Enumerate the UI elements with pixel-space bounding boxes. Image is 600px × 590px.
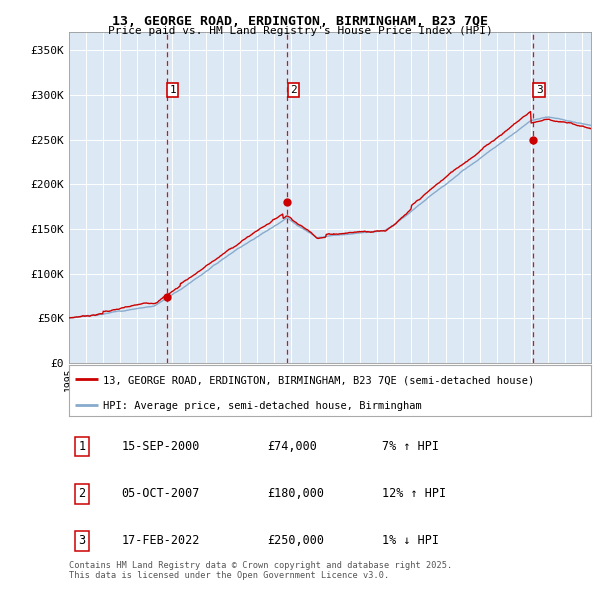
Text: 1: 1: [169, 85, 176, 95]
Text: HPI: Average price, semi-detached house, Birmingham: HPI: Average price, semi-detached house,…: [103, 401, 422, 411]
Text: 1: 1: [79, 440, 86, 453]
Text: 13, GEORGE ROAD, ERDINGTON, BIRMINGHAM, B23 7QE: 13, GEORGE ROAD, ERDINGTON, BIRMINGHAM, …: [112, 15, 488, 28]
Text: Price paid vs. HM Land Registry's House Price Index (HPI): Price paid vs. HM Land Registry's House …: [107, 26, 493, 36]
Text: £74,000: £74,000: [268, 440, 317, 453]
Text: £180,000: £180,000: [268, 487, 325, 500]
Text: 1% ↓ HPI: 1% ↓ HPI: [382, 535, 439, 548]
Text: Contains HM Land Registry data © Crown copyright and database right 2025.
This d: Contains HM Land Registry data © Crown c…: [69, 560, 452, 580]
Text: 7% ↑ HPI: 7% ↑ HPI: [382, 440, 439, 453]
Text: 3: 3: [536, 85, 542, 95]
Text: 15-SEP-2000: 15-SEP-2000: [121, 440, 200, 453]
Text: 13, GEORGE ROAD, ERDINGTON, BIRMINGHAM, B23 7QE (semi-detached house): 13, GEORGE ROAD, ERDINGTON, BIRMINGHAM, …: [103, 375, 534, 385]
Text: 12% ↑ HPI: 12% ↑ HPI: [382, 487, 446, 500]
Text: 2: 2: [79, 487, 86, 500]
Text: £250,000: £250,000: [268, 535, 325, 548]
Text: 2: 2: [290, 85, 297, 95]
Text: 3: 3: [79, 535, 86, 548]
Text: 05-OCT-2007: 05-OCT-2007: [121, 487, 200, 500]
Text: 17-FEB-2022: 17-FEB-2022: [121, 535, 200, 548]
